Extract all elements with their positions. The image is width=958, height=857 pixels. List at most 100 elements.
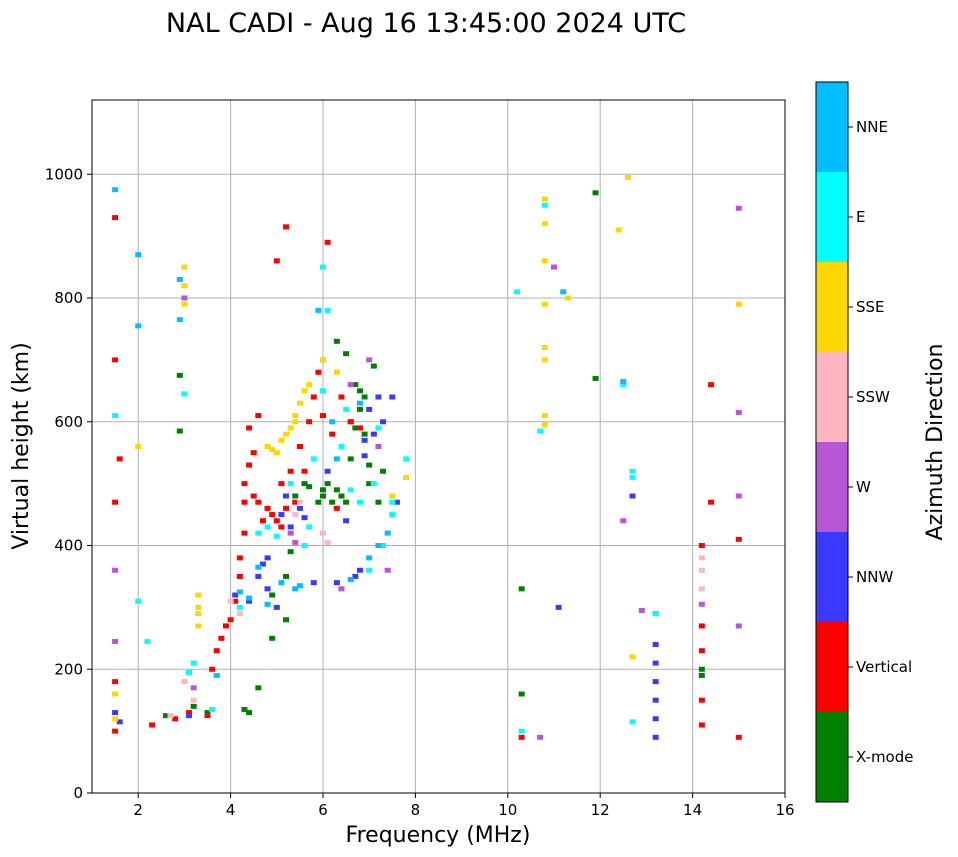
colorbar-segment-ssw bbox=[816, 352, 848, 442]
point-vertical bbox=[112, 728, 119, 734]
colorbar-frame bbox=[815, 81, 849, 803]
point-e bbox=[389, 499, 396, 505]
point-x-mode bbox=[380, 468, 387, 474]
point-vertical bbox=[306, 419, 313, 425]
point-nnw bbox=[361, 453, 368, 459]
point-nne bbox=[176, 317, 183, 323]
plot-frame bbox=[91, 99, 786, 794]
point-ssw bbox=[167, 713, 174, 719]
point-e bbox=[306, 524, 313, 530]
point-e bbox=[537, 428, 544, 434]
point-vertical bbox=[283, 505, 290, 511]
point-x-mode bbox=[333, 338, 340, 344]
point-w bbox=[292, 539, 299, 545]
point-e bbox=[370, 481, 377, 487]
y-axis-label: Virtual height (km) bbox=[9, 342, 34, 549]
point-x-mode bbox=[283, 617, 290, 623]
point-vertical bbox=[204, 713, 211, 719]
point-sse bbox=[264, 444, 271, 449]
point-x-mode bbox=[592, 190, 599, 196]
point-e bbox=[112, 413, 119, 419]
x-tick-label: 6 bbox=[318, 801, 328, 819]
point-nnw bbox=[287, 524, 294, 530]
point-e bbox=[209, 706, 216, 712]
point-x-mode bbox=[352, 425, 359, 431]
point-e bbox=[190, 660, 197, 666]
point-sse bbox=[135, 444, 142, 449]
point-w bbox=[551, 264, 557, 270]
point-nne bbox=[366, 555, 373, 561]
point-nnw bbox=[629, 493, 636, 499]
x-tick-label: 10 bbox=[498, 801, 517, 819]
point-nnw bbox=[652, 734, 659, 740]
point-e bbox=[186, 669, 193, 675]
point-sse bbox=[273, 450, 280, 456]
point-sse bbox=[292, 419, 299, 425]
point-w bbox=[366, 357, 373, 363]
point-x-mode bbox=[255, 685, 262, 691]
point-nne bbox=[333, 456, 340, 462]
point-sse bbox=[735, 301, 742, 307]
point-vertical bbox=[273, 518, 280, 524]
point-vertical bbox=[283, 224, 290, 230]
point-sse bbox=[269, 447, 276, 453]
point-x-mode bbox=[269, 592, 276, 598]
point-w bbox=[698, 601, 705, 607]
point-nne bbox=[292, 586, 299, 592]
point-w bbox=[347, 382, 354, 388]
point-nne bbox=[246, 595, 253, 601]
point-e bbox=[629, 474, 636, 480]
point-nnw bbox=[283, 493, 290, 499]
point-vertical bbox=[708, 382, 715, 388]
point-sse bbox=[181, 301, 188, 307]
colorbar-tick-label: W bbox=[856, 478, 871, 496]
point-vertical bbox=[246, 462, 253, 468]
point-e bbox=[380, 543, 387, 548]
point-e bbox=[620, 382, 627, 388]
point-x-mode bbox=[375, 499, 382, 505]
colorbar-segment-nne bbox=[816, 82, 848, 172]
point-ssw bbox=[181, 679, 188, 685]
point-vertical bbox=[112, 499, 119, 505]
point-vertical bbox=[241, 499, 248, 505]
point-vertical bbox=[250, 493, 257, 499]
point-nnw bbox=[366, 406, 373, 412]
point-vertical bbox=[698, 697, 705, 703]
point-nnw bbox=[259, 561, 266, 567]
colorbar-tick-label: NNE bbox=[856, 118, 888, 136]
point-vertical bbox=[227, 617, 234, 623]
point-ssw bbox=[292, 512, 299, 518]
point-e bbox=[320, 388, 326, 394]
x-axis-label: Frequency (MHz) bbox=[346, 823, 531, 848]
point-ssw bbox=[320, 530, 326, 536]
point-vertical bbox=[218, 635, 225, 641]
point-nnw bbox=[343, 518, 350, 524]
point-nne bbox=[329, 419, 336, 425]
point-nnw bbox=[652, 697, 659, 703]
point-sse bbox=[564, 295, 571, 301]
point-nnw bbox=[264, 555, 271, 561]
point-vertical bbox=[296, 444, 303, 449]
colorbar-tick-label: Vertical bbox=[856, 658, 912, 676]
point-vertical bbox=[324, 239, 331, 245]
point-ssw bbox=[296, 499, 303, 505]
point-nne bbox=[620, 379, 627, 385]
colorbar-segment-x-mode bbox=[816, 712, 848, 802]
y-tick-label: 600 bbox=[54, 413, 83, 431]
point-vertical bbox=[301, 468, 308, 474]
point-e bbox=[514, 289, 521, 295]
y-tick-label: 1000 bbox=[45, 165, 83, 183]
point-sse bbox=[195, 623, 202, 629]
point-sse bbox=[112, 691, 119, 697]
point-vertical bbox=[278, 481, 285, 487]
point-sse bbox=[541, 413, 548, 419]
point-x-mode bbox=[356, 388, 363, 394]
point-vertical bbox=[338, 394, 345, 400]
colorbar-tick-label: SSE bbox=[856, 298, 885, 316]
point-nne bbox=[278, 580, 285, 586]
colorbar-segment-w bbox=[816, 442, 848, 532]
colorbar-segment-nnw bbox=[816, 532, 848, 622]
point-w bbox=[735, 493, 742, 499]
point-x-mode bbox=[698, 672, 705, 678]
point-nnw bbox=[278, 512, 285, 518]
